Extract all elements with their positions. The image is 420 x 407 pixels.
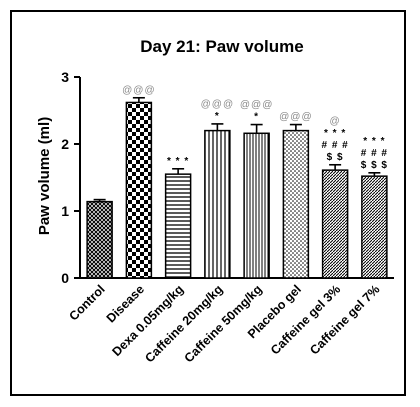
annotations-group: @@@* * **@@@*@@@@@@$ $# # #* * *@$ $ $# … [122,85,388,171]
bar [361,175,388,279]
significance-annotation: $ $ $ [361,160,388,171]
significance-annotation: @ [330,116,341,127]
significance-annotation: @@@ [279,112,312,123]
y-tick-label: 0 [61,270,69,286]
bar [204,129,231,279]
bar [321,169,349,279]
significance-annotation: * * * [363,136,385,147]
category-label: Caffeine gel 3% [268,282,343,357]
significance-annotation: $ $ [327,152,344,163]
significance-annotation: * * * [324,128,346,139]
y-tick-label: 3 [61,69,69,85]
bar [164,173,192,279]
y-tick-label: 2 [61,136,69,152]
significance-annotation: * * * [167,156,189,167]
bar [86,200,113,279]
significance-annotation: @@@ [240,100,273,111]
bar [125,101,153,279]
category-label: Control [66,282,107,323]
significance-annotation: @@@ [201,99,234,110]
significance-annotation: @@@ [122,85,155,96]
y-tick-label: 1 [61,203,69,219]
bar [243,132,270,279]
significance-annotation: * [254,112,259,123]
significance-annotation: # # # [322,140,349,151]
significance-annotation: # # # [361,148,388,159]
bar [282,129,310,279]
y-axis-label: Paw volume (ml) [36,117,53,235]
significance-annotation: * [215,111,220,122]
category-label: Dexa 0.05mg/kg [110,282,187,359]
error-bars-group [93,96,381,202]
category-label: Caffeine gel 7% [307,282,382,357]
chart-title: Day 21: Paw volume [140,37,303,56]
y-ticks: 0 1 2 3 [61,69,80,286]
